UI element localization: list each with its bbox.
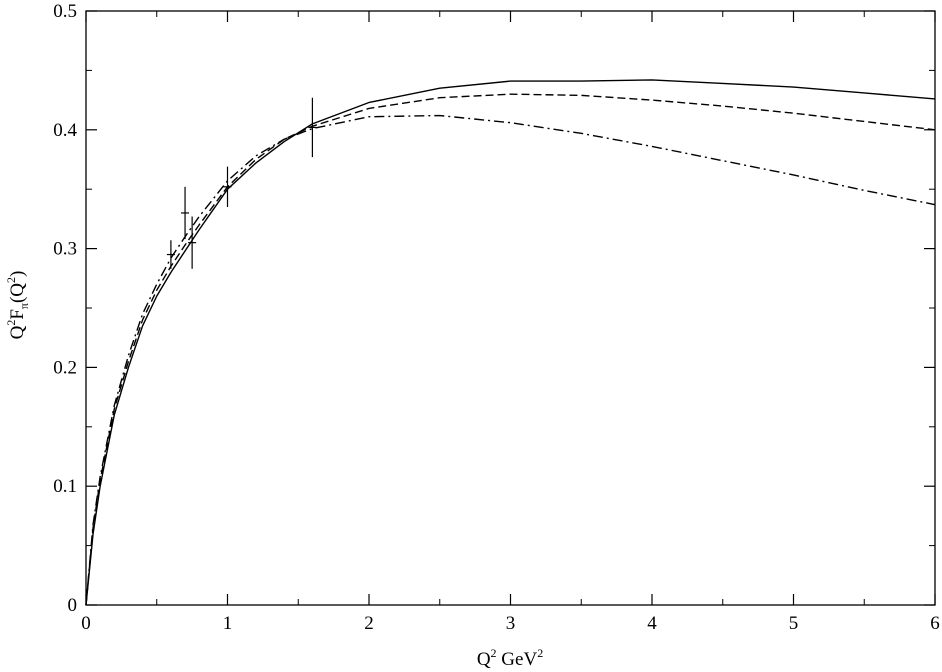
x-tick-label: 4 bbox=[647, 613, 657, 634]
series-line-dashdot bbox=[85, 114, 936, 606]
y-axis-title-p2: F bbox=[7, 309, 28, 320]
y-tick-label: 0.5 bbox=[53, 1, 77, 22]
y-tick-label: 0.3 bbox=[53, 239, 77, 260]
x-tick-label: 3 bbox=[506, 613, 516, 634]
x-tick-label: 0 bbox=[81, 613, 91, 634]
x-tick-label: 2 bbox=[364, 613, 374, 634]
series-line-solid bbox=[85, 79, 936, 606]
x-axis-title-sup1: 2 bbox=[491, 646, 497, 660]
y-axis-title-p1: Q bbox=[7, 325, 28, 339]
y-tick-label: 0 bbox=[68, 595, 78, 616]
y-tick-label: 0.4 bbox=[53, 120, 77, 141]
y-axis-title-sub: π bbox=[17, 303, 31, 309]
axes: 0 1 2 3 4 5 6 0 0.1 0.2 0.3 0.4 0.5 bbox=[53, 1, 940, 634]
series-line-dashed bbox=[85, 93, 936, 606]
x-axis-title-mid: GeV bbox=[497, 649, 538, 670]
x-axis-title-sup2: 2 bbox=[537, 646, 543, 660]
y-axis-title-sup2: 2 bbox=[4, 277, 18, 283]
y-tick-label: 0.1 bbox=[53, 476, 77, 497]
x-tick-label: 5 bbox=[789, 613, 799, 634]
x-tick-label: 1 bbox=[223, 613, 233, 634]
x-tick-label: 6 bbox=[930, 613, 940, 634]
y-axis-title-p4: ) bbox=[7, 271, 28, 277]
plot-area bbox=[85, 79, 936, 606]
x-axis-title-base: Q bbox=[477, 649, 491, 670]
y-axis-title-sup1: 2 bbox=[4, 320, 18, 326]
y-axis-title-p3: (Q bbox=[7, 283, 28, 303]
x-axis-title: Q2 GeV2 bbox=[477, 646, 543, 670]
y-tick-label: 0.2 bbox=[53, 357, 77, 378]
y-axis-title: Q2Fπ(Q2) bbox=[4, 271, 31, 340]
